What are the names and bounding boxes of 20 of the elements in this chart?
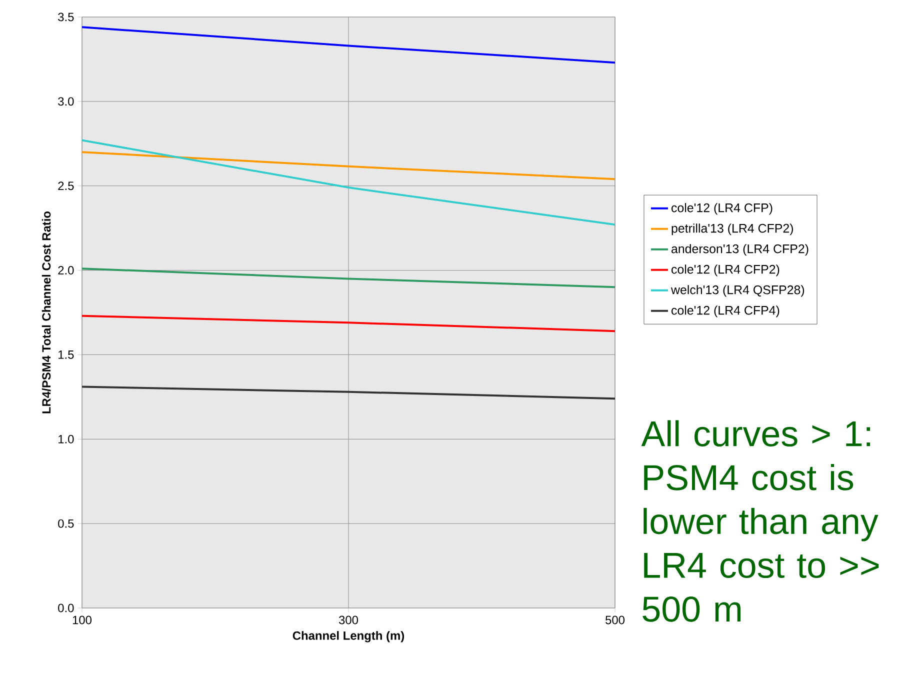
legend-label: petrilla'13 (LR4 CFP2) [672,224,793,236]
text: All curves > 1: PSM4 cost is lower than any LR4 cost to >> 500 m [641,420,879,622]
y-tick-label: 3.0 [58,97,74,106]
y-tick-label: 3.5 [58,12,74,22]
y-tick-label: 1.5 [58,350,74,359]
x-tick-label: 500 [606,616,625,624]
y-tick-label: 0.0 [58,604,74,612]
legend-label: cole'12 (LR4 CFP4) [672,306,780,318]
legend-label: anderson'13 (LR4 CFP2) [672,244,808,256]
x-tick-label: 300 [338,616,358,624]
x-axis-title: Channel Length (m) [292,631,404,642]
legend-label: cole'12 (LR4 CFP) [672,203,772,215]
y-tick-label: 0.5 [58,519,74,528]
y-tick-label: 2.0 [58,266,74,275]
y-axis-title: LR4/PSM4 Total Channel Cost Ratio [42,211,51,414]
y-tick-label: 2.5 [58,182,74,190]
legend-label: welch'13 (LR4 QSFP28) [670,285,804,297]
y-tick-label: 1.0 [58,434,74,444]
legend-label: cole'12 (LR4 CFP2) [672,264,780,276]
x-tick-label: 100 [72,616,92,624]
